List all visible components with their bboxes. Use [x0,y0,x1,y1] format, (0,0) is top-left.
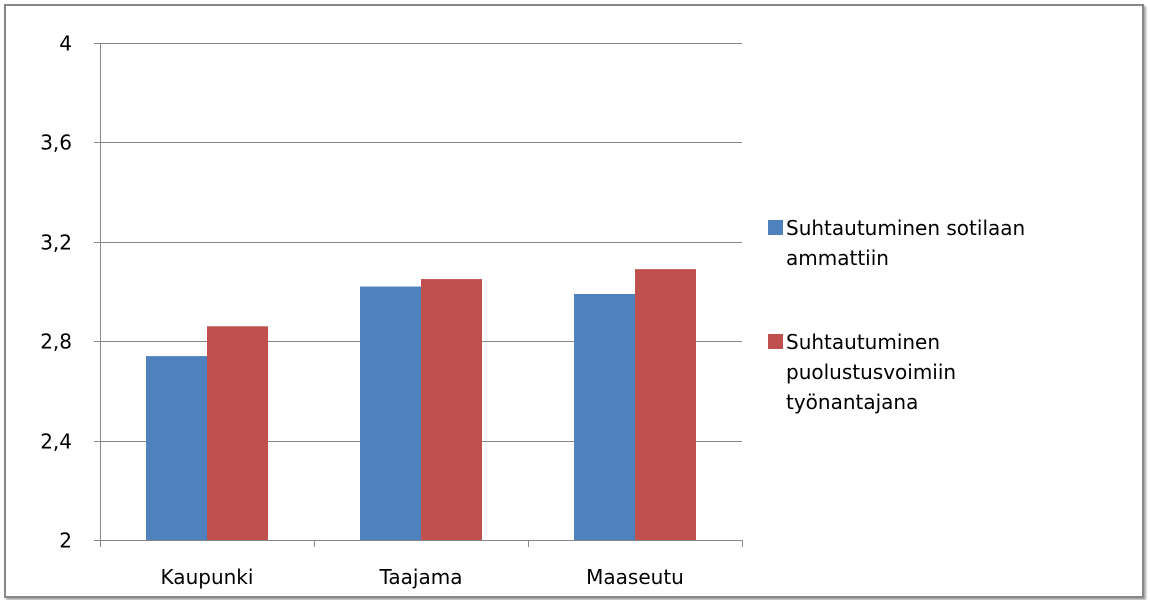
bar-sotilaan-ammattiin-taajama [360,286,421,540]
bar-puolustusvoimiin-kaupunki [207,326,268,540]
y-tick-label: 3,2 [40,231,72,255]
legend-swatch [768,334,783,349]
y-tick-label: 2,8 [40,330,72,354]
legend-swatch [768,220,783,235]
legend-label: Suhtautuminen [786,330,940,354]
y-tick-label: 2,4 [40,430,72,454]
y-tick-label: 3,6 [40,131,72,155]
x-tick-label: Taajama [379,565,463,589]
legend-label: puolustusvoimiin [786,360,956,384]
legend: Suhtautuminen sotilaan ammattiin Suhtautum… [768,216,1025,414]
bar-sotilaan-ammattiin-maaseutu [574,293,635,540]
bars [146,269,696,540]
legend-label: Suhtautuminen sotilaan [786,216,1025,240]
bar-puolustusvoimiin-maaseutu [635,269,696,540]
y-tick-label: 4 [59,32,72,56]
legend-label: työnantajana [786,390,918,414]
axes [94,43,743,547]
y-tick-label: 2 [59,529,72,553]
bar-sotilaan-ammattiin-kaupunki [146,356,207,540]
tick-labels: 2 2,4 2,8 3,2 3,6 4 Kaupunki Taajama Maaseutu [40,32,684,590]
x-tick-label: Maaseutu [586,565,684,589]
legend-label: ammattiin [786,246,889,270]
bar-puolustusvoimiin-taajama [421,279,482,540]
x-tick-label: Kaupunki [161,565,254,589]
